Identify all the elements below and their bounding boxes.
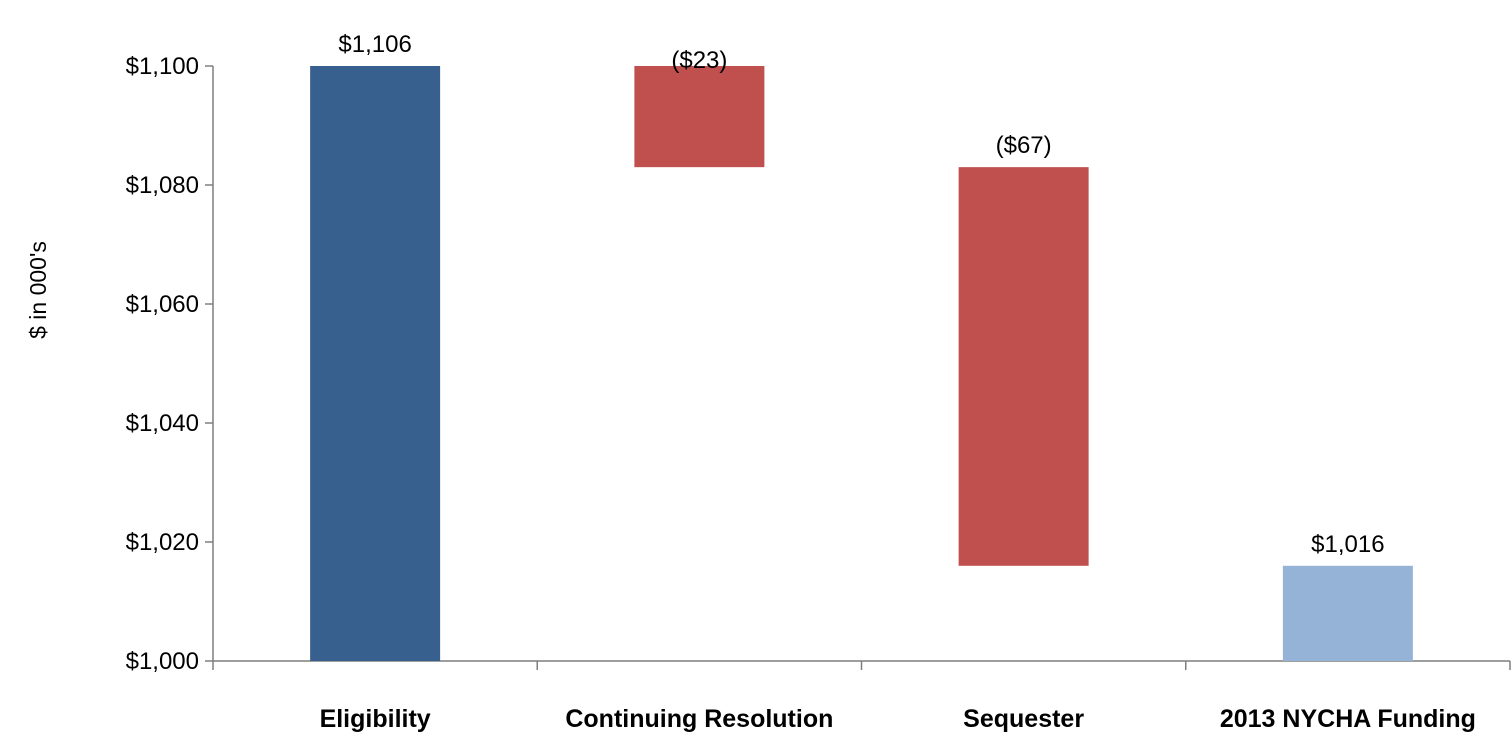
y-tick-label: $1,080: [126, 172, 199, 199]
y-tick-label: $1,040: [126, 410, 199, 437]
data-labels-group: $1,106 ($23) ($67) $1,016: [338, 31, 1384, 558]
data-label: $1,016: [1311, 531, 1384, 558]
bar-continuing-resolution: [634, 66, 765, 168]
category-label: 2013 NYCHA Funding: [1220, 705, 1476, 733]
category-label: Eligibility: [320, 705, 431, 733]
y-tick-label: $1,020: [126, 529, 199, 556]
category-label: Continuing Resolution: [565, 705, 833, 733]
category-labels-group: Eligibility Continuing Resolution Sequeste…: [320, 705, 1476, 733]
x-axis-ticks: [212, 661, 1511, 670]
y-tick-label: $1,100: [126, 53, 199, 80]
category-label: Sequester: [963, 705, 1084, 733]
y-tick-label: $1,000: [126, 648, 199, 675]
y-axis-ticks: $1,000 $1,020 $1,040 $1,060 $1,080 $1,100: [126, 53, 213, 675]
bar-eligibility: [310, 66, 441, 661]
bar-sequester: [958, 167, 1089, 566]
data-label: $1,106: [338, 31, 411, 58]
bar-2013-nycha-funding: [1282, 565, 1413, 661]
y-tick-label: $1,060: [126, 291, 199, 318]
bars-group: [310, 66, 1413, 661]
data-label: ($23): [671, 47, 727, 74]
data-label: ($67): [996, 132, 1052, 159]
y-axis-title: $ in 000's: [25, 241, 51, 339]
